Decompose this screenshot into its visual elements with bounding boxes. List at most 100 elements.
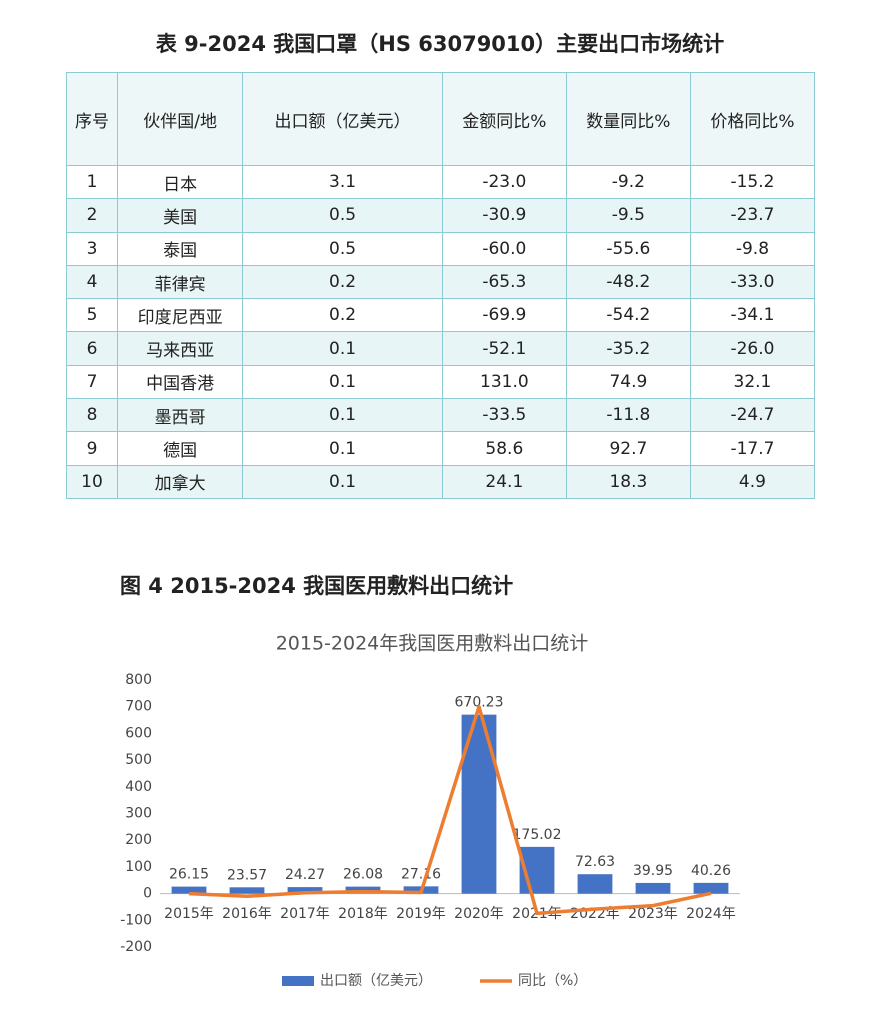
table-cell: -9.8	[689, 231, 816, 266]
header-cell: 价格同比%	[689, 72, 816, 166]
table-cell: 6	[66, 331, 118, 366]
table-row: 8 墨西哥 0.1 -33.5 -11.8 -24.7	[66, 398, 816, 433]
y-tick-label: -200	[120, 939, 152, 955]
table-cell: 5	[66, 298, 118, 333]
table-cell: 马来西亚	[116, 331, 244, 366]
table-cell: 4.9	[689, 464, 816, 499]
table-cell: -52.1	[441, 331, 567, 366]
table-cell: -33.5	[441, 398, 567, 433]
y-tick-label: 700	[125, 699, 152, 715]
table-cell: -17.7	[689, 431, 816, 466]
table-cell: 墨西哥	[116, 398, 244, 433]
table-cell: 0.1	[242, 464, 443, 499]
table-cell: 3	[66, 231, 118, 266]
data-label: 670.23	[455, 695, 504, 711]
table-cell: 8	[66, 398, 118, 433]
bar	[635, 882, 671, 894]
table-cell: 印度尼西亚	[116, 298, 244, 333]
data-label: 23.57	[227, 867, 267, 883]
table-cell: 24.1	[441, 464, 567, 499]
table-cell: 7	[66, 364, 118, 400]
table-cell: -23.0	[441, 164, 567, 200]
table-cell: -35.2	[565, 331, 691, 366]
table-row: 9 德国 0.1 58.6 92.7 -17.7	[66, 431, 816, 466]
data-label: 27.16	[401, 866, 441, 882]
table-cell: 德国	[116, 431, 244, 466]
x-tick-label: 2019年	[396, 906, 446, 922]
table-row: 10 加拿大 0.1 24.1 18.3 4.9	[66, 464, 816, 499]
table-cell: 10	[66, 464, 118, 499]
x-tick-label: 2023年	[628, 906, 678, 922]
bar	[287, 887, 323, 894]
table-cell: 58.6	[441, 431, 567, 466]
x-tick-label: 2016年	[222, 906, 272, 922]
table-cell: 中国香港	[116, 364, 244, 400]
data-label: 72.63	[575, 854, 615, 870]
line	[188, 704, 712, 916]
table-cell: 1	[66, 164, 118, 200]
bar	[229, 887, 265, 894]
table-cell: -11.8	[565, 398, 691, 433]
table-cell: 0.1	[242, 364, 443, 400]
table: 序号 伙伴国/地 出口额（亿美元） 金额同比% 数量同比% 价格同比% 1 日本 3.1 -23.…	[66, 72, 816, 499]
chart-title: 2015-2024年我国医用敷料出口统计	[276, 633, 589, 655]
y-tick-label: 200	[125, 832, 152, 848]
y-tick-label: 800	[125, 672, 152, 688]
data-label: 26.15	[169, 867, 209, 883]
header-cell: 序号	[66, 72, 118, 166]
table-cell: -65.3	[441, 264, 567, 300]
table-cell: 3.1	[242, 164, 443, 200]
data-label: 40.26	[691, 863, 731, 879]
table-cell: 0.2	[242, 264, 443, 300]
table-cell: 32.1	[689, 364, 816, 400]
table-cell: -9.2	[565, 164, 691, 200]
table-cell: 92.7	[565, 431, 691, 466]
x-tick-label: 2018年	[338, 906, 388, 922]
table-cell: 9	[66, 431, 118, 466]
table-cell: 0.1	[242, 331, 443, 366]
table-cell: -15.2	[689, 164, 816, 200]
table-cell: 菲律宾	[116, 264, 244, 300]
table-cell: -26.0	[689, 331, 816, 366]
header-row: 序号 伙伴国/地 出口额（亿美元） 金额同比% 数量同比% 价格同比%	[66, 72, 816, 166]
bar	[693, 882, 729, 894]
table-cell: 0.1	[242, 398, 443, 433]
table-cell: 18.3	[565, 464, 691, 499]
table-cell: -23.7	[689, 198, 816, 233]
y-tick-label: 600	[125, 725, 152, 741]
table-cell: 日本	[116, 164, 244, 200]
table-cell: 0.5	[242, 198, 443, 233]
x-tick-label: 2024年	[686, 906, 736, 922]
table-cell: -33.0	[689, 264, 816, 300]
table-title: 表 9-2024 我国口罩（HS 63079010）主要出口市场统计	[155, 32, 725, 56]
table-cell: 74.9	[565, 364, 691, 400]
bar	[577, 874, 613, 894]
table-row: 1 日本 3.1 -23.0 -9.2 -15.2	[66, 164, 816, 200]
table-cell: 加拿大	[116, 464, 244, 499]
legend-label: 同比（%）	[518, 973, 587, 989]
legend-label: 出口额（亿美元）	[320, 973, 432, 989]
data-label: 26.08	[343, 867, 383, 883]
data-label: 24.27	[285, 867, 325, 883]
data-label: 175.02	[513, 827, 562, 843]
header-cell: 伙伴国/地	[116, 72, 244, 166]
y-tick-label: 500	[125, 752, 152, 768]
table-row: 2 美国 0.5 -30.9 -9.5 -23.7	[66, 198, 816, 233]
header-cell: 金额同比%	[441, 72, 567, 166]
x-tick-label: 2020年	[454, 906, 504, 922]
table-cell: -60.0	[441, 231, 567, 266]
table-cell: 131.0	[441, 364, 567, 400]
table-row: 5 印度尼西亚 0.2 -69.9 -54.2 -34.1	[66, 298, 816, 333]
table-row: 4 菲律宾 0.2 -65.3 -48.2 -33.0	[66, 264, 816, 300]
table-cell: 2	[66, 198, 118, 233]
y-tick-label: 100	[125, 859, 152, 875]
bar	[171, 886, 207, 894]
table-cell: 美国	[116, 198, 244, 233]
table-cell: -69.9	[441, 298, 567, 333]
table-row: 3 泰国 0.5 -60.0 -55.6 -9.8	[66, 231, 816, 266]
table-cell: -54.2	[565, 298, 691, 333]
table-cell: -9.5	[565, 198, 691, 233]
table-cell: -48.2	[565, 264, 691, 300]
x-tick-label: 2017年	[280, 906, 330, 922]
